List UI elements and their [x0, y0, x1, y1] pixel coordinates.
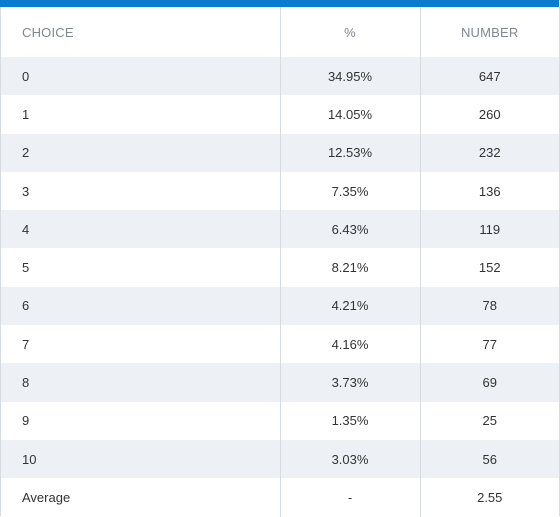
cell-number: 647: [419, 57, 559, 96]
table-row: 8 3.73% 69: [1, 363, 559, 402]
cell-percent: 1.35%: [279, 401, 420, 440]
table-row: 2 12.53% 232: [1, 133, 559, 172]
table-row: Average -2.55: [1, 478, 559, 517]
table-row: 0 34.95% 647: [1, 57, 559, 96]
cell-choice: 7: [22, 336, 30, 352]
cell-number: 119: [419, 210, 559, 249]
cell-choice: 6: [22, 298, 30, 314]
cell-choice: 0: [22, 68, 30, 84]
cell-percent: 7.35%: [279, 171, 420, 211]
cell-percent: 4.16%: [279, 325, 420, 364]
table-body: 0 34.95% 647 1 14.05% 260 2 12.53% 232 3 7.35% 136 4…: [1, 57, 559, 517]
table-row: 3 7.35% 136: [1, 171, 559, 211]
results-table: CHOICE % NUMBER 0 34.95% 647 1 14.05% 260 2 12.…: [1, 7, 559, 517]
table-row: 10 3.03% 56: [1, 439, 559, 479]
cell-number: 260: [419, 95, 559, 134]
cell-choice: 4: [22, 221, 30, 237]
cell-number: 152: [419, 248, 559, 287]
column-header-number: NUMBER: [419, 7, 559, 57]
table-header: CHOICE % NUMBER: [1, 7, 559, 57]
cell-number: 69: [419, 363, 559, 402]
table-row: 6 4.21% 78: [1, 286, 559, 326]
table-row: 5 8.21% 152: [1, 248, 559, 287]
cell-percent: 4.21%: [279, 286, 420, 326]
cell-choice: 2: [22, 145, 30, 161]
accent-top-bar: [0, 0, 559, 7]
cell-number: 77: [419, 325, 559, 364]
cell-percent: 34.95%: [279, 57, 420, 96]
results-table-container: CHOICE % NUMBER 0 34.95% 647 1 14.05% 260 2 12.…: [0, 7, 560, 517]
table-header-row: CHOICE % NUMBER: [1, 7, 559, 57]
column-header-percent: %: [279, 7, 420, 57]
cell-choice: 10: [22, 451, 37, 467]
cell-choice: Average: [22, 489, 71, 505]
cell-percent: -: [279, 478, 420, 517]
cell-number: 232: [419, 133, 559, 172]
cell-number: 2.55: [419, 478, 559, 517]
cell-number: 136: [419, 171, 559, 211]
column-header-choice: CHOICE: [1, 7, 280, 57]
cell-percent: 3.03%: [279, 439, 420, 479]
cell-choice: 1: [22, 106, 30, 122]
cell-choice: 5: [22, 260, 30, 276]
cell-percent: 6.43%: [279, 210, 420, 249]
cell-number: 78: [419, 286, 559, 326]
table-row: 4 6.43% 119: [1, 210, 559, 249]
cell-choice: 9: [22, 413, 30, 429]
cell-choice: 3: [22, 183, 30, 199]
cell-percent: 3.73%: [279, 363, 420, 402]
cell-number: 25: [419, 401, 559, 440]
table-row: 1 14.05% 260: [1, 95, 559, 134]
table-row: 9 1.35% 25: [1, 401, 559, 440]
cell-percent: 12.53%: [279, 133, 420, 172]
table-row: 7 4.16% 77: [1, 325, 559, 364]
cell-number: 56: [419, 439, 559, 479]
cell-choice: 8: [22, 375, 30, 391]
cell-percent: 8.21%: [279, 248, 420, 287]
cell-percent: 14.05%: [279, 95, 420, 134]
